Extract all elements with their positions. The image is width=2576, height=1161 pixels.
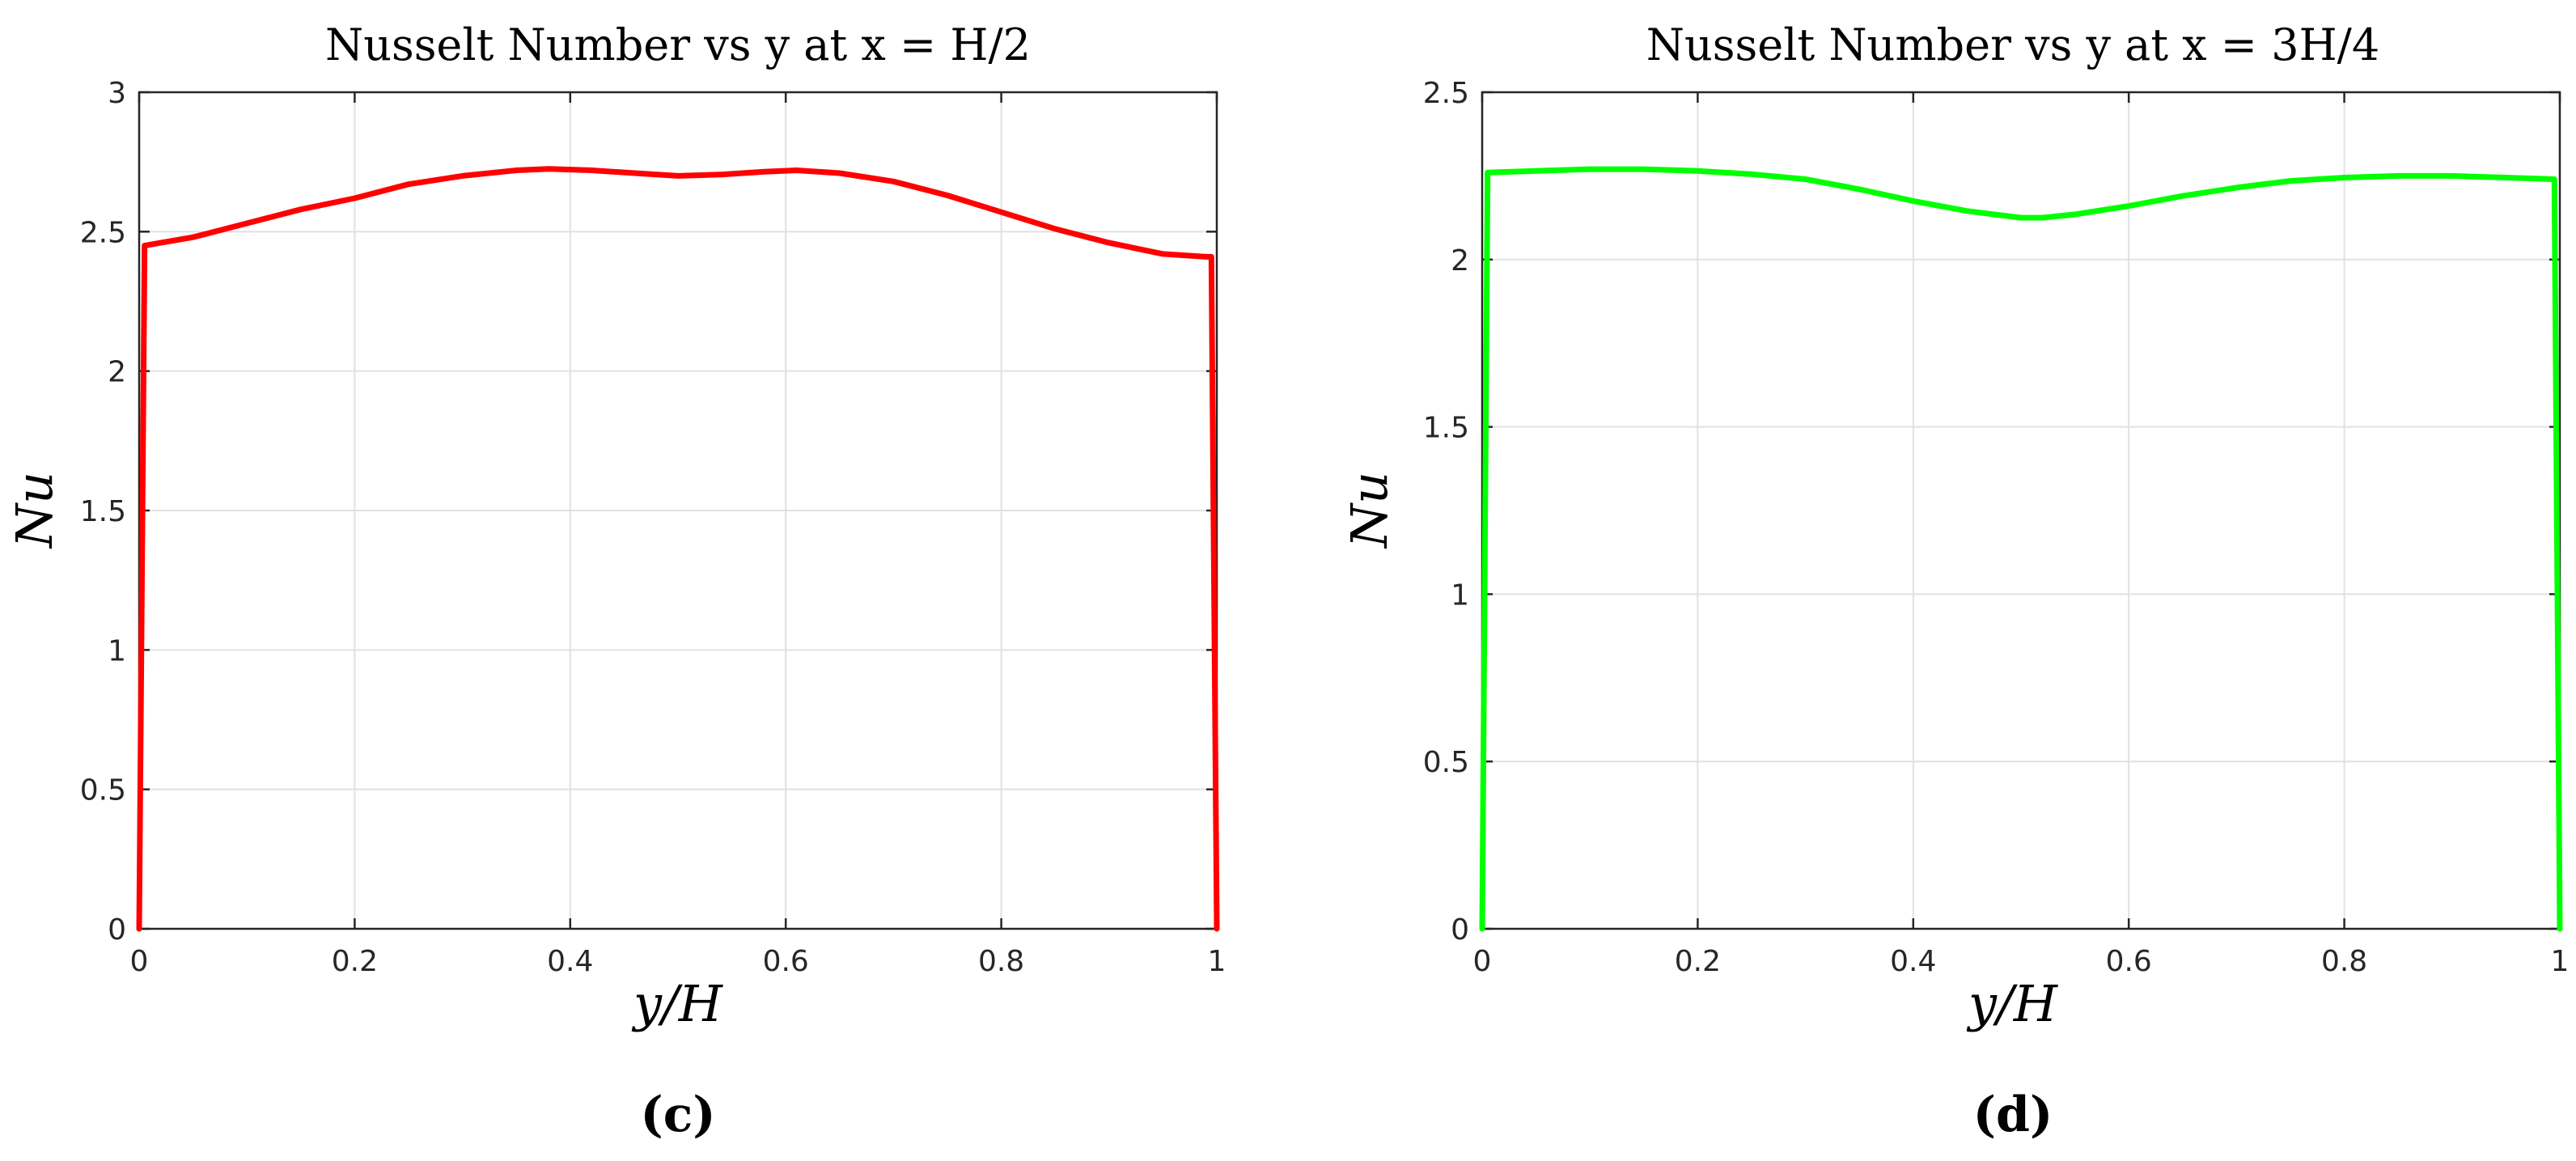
chart-title: Nusselt Number vs y at x = 3H/4 <box>1646 19 2379 70</box>
chart-panel-c: Nusselt Number vs y at x = H/2 0 0.2 0.4 0.… <box>5 19 1226 1143</box>
x-tick-label: 1 <box>1208 945 1227 978</box>
y-tick-label: 1 <box>1451 578 1469 612</box>
x-tick-label: 0.8 <box>2321 945 2367 978</box>
x-tick-label: 0.2 <box>1675 945 1721 978</box>
panel-label: (c) <box>640 1087 715 1143</box>
x-tick-label: 0 <box>130 945 149 978</box>
x-tick-label: 0.6 <box>763 945 809 978</box>
y-tick-label: 0 <box>108 913 126 947</box>
y-tick-label: 1.5 <box>80 495 126 528</box>
y-tick-label: 0.5 <box>80 774 126 807</box>
grid <box>139 92 1217 929</box>
x-tick-label: 0.2 <box>332 945 378 978</box>
y-tick-label: 2 <box>108 356 126 389</box>
y-tick-label: 1 <box>108 634 126 667</box>
data-series <box>136 166 1220 932</box>
y-tick-label: 0.5 <box>1423 746 1469 779</box>
x-axis-label: y/H <box>631 974 724 1033</box>
data-series <box>1479 166 2563 932</box>
y-tick-label: 2.5 <box>80 216 126 249</box>
x-tick-label: 0.8 <box>978 945 1024 978</box>
series-line <box>136 166 1220 932</box>
x-tick-label: 0.4 <box>547 945 593 978</box>
plot-area <box>1482 92 2560 929</box>
series-line <box>1479 166 2563 932</box>
axes: 0 0.2 0.4 0.6 0.8 1 0 0.5 1 1.5 2 2.5 3 <box>80 77 1227 978</box>
x-tick-label: 0.6 <box>2106 945 2152 978</box>
y-axis-label: Nu <box>5 472 64 549</box>
x-tick-label: 0 <box>1473 945 1492 978</box>
panel-label: (d) <box>1973 1087 2053 1143</box>
chart-title: Nusselt Number vs y at x = H/2 <box>325 19 1031 70</box>
y-axis-label: Nu <box>1340 472 1399 549</box>
grid <box>1482 92 2560 929</box>
axes: 0 0.2 0.4 0.6 0.8 1 0 0.5 1 1.5 2 2.5 <box>1423 77 2570 978</box>
y-tick-label: 0 <box>1451 913 1469 947</box>
y-tick-label: 3 <box>108 77 126 110</box>
y-tick-label: 1.5 <box>1423 412 1469 445</box>
x-axis-label: y/H <box>1966 974 2059 1033</box>
y-tick-label: 2.5 <box>1423 77 1469 110</box>
chart-panel-d: Nusselt Number vs y at x = 3H/4 0 0.2 0.4 0… <box>1340 19 2569 1143</box>
x-tick-label: 1 <box>2551 945 2570 978</box>
axes-frame <box>1481 91 2561 930</box>
x-tick-label: 0.4 <box>1890 945 1936 978</box>
y-tick-label: 2 <box>1451 244 1469 278</box>
